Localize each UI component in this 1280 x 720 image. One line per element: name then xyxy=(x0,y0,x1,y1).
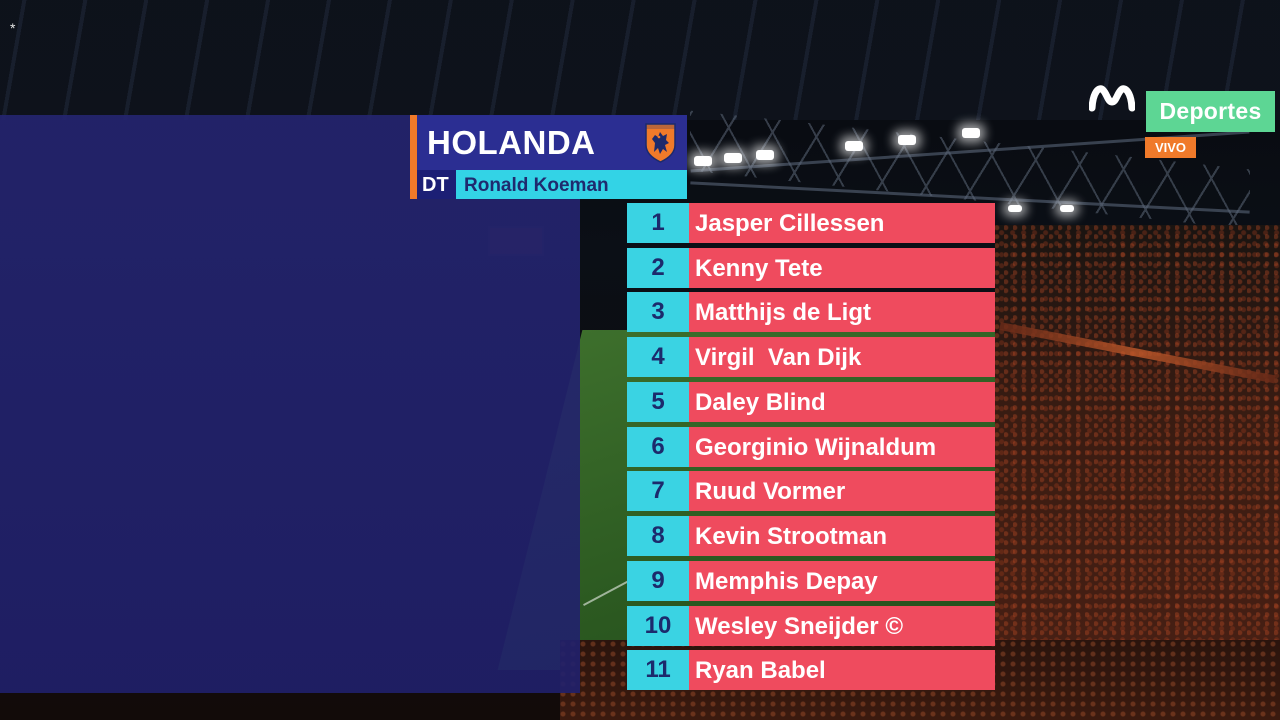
player-name-box: Virgil Van Dijk xyxy=(689,337,995,377)
channel-label: Deportes xyxy=(1146,91,1275,132)
player-name: Daley Blind xyxy=(695,389,826,416)
player-name: Virgil Van Dijk xyxy=(695,344,862,371)
floodlight xyxy=(1060,205,1074,212)
player-number: 1 xyxy=(627,203,689,243)
team-header xyxy=(417,115,687,170)
player-number: 9 xyxy=(627,561,689,601)
player-number: 11 xyxy=(627,650,689,690)
player-name-box: Jasper Cillessen xyxy=(689,203,995,243)
player-name-box: Daley Blind xyxy=(689,382,995,422)
player-name-box: Wesley Sneijder © xyxy=(689,606,995,646)
player-name: Jasper Cillessen xyxy=(695,210,885,237)
coach-name: Ronald Koeman xyxy=(464,175,609,196)
player-name-box: Ryan Babel xyxy=(689,650,995,690)
player-name: Georginio Wijnaldum xyxy=(695,434,937,461)
team-name: HOLANDA xyxy=(427,124,596,161)
player-row: 6 Georginio Wijnaldum xyxy=(627,427,995,467)
player-row: 3 Matthijs de Ligt xyxy=(627,292,995,332)
player-name: Ryan Babel xyxy=(695,657,826,684)
player-row: 2 Kenny Tete xyxy=(627,248,995,288)
player-name-box: Ruud Vormer xyxy=(689,471,995,511)
player-row: 5 Daley Blind xyxy=(627,382,995,422)
player-name: Memphis Depay xyxy=(695,568,878,595)
player-name-box: Kenny Tete xyxy=(689,248,995,288)
player-row: 10 Wesley Sneijder © xyxy=(627,606,995,646)
coach-name-box xyxy=(456,170,687,199)
player-number: 7 xyxy=(627,471,689,511)
player-name: Wesley Sneijder © xyxy=(695,613,903,640)
floodlight xyxy=(1008,205,1022,212)
player-number: 3 xyxy=(627,292,689,332)
floodlight xyxy=(694,156,712,166)
movistar-m-icon xyxy=(1089,85,1135,112)
floodlight xyxy=(962,128,980,138)
player-name-box: Kevin Strootman xyxy=(689,516,995,556)
floodlight xyxy=(756,150,774,160)
player-number: 4 xyxy=(627,337,689,377)
lion-crest-icon xyxy=(645,123,676,163)
coach-prefix: DT xyxy=(422,174,449,196)
player-name-box: Memphis Depay xyxy=(689,561,995,601)
player-row: 9 Memphis Depay xyxy=(627,561,995,601)
player-name-box: Georginio Wijnaldum xyxy=(689,427,995,467)
player-name: Kevin Strootman xyxy=(695,523,888,550)
player-row: 8 Kevin Strootman xyxy=(627,516,995,556)
player-name-box: Matthijs de Ligt xyxy=(689,292,995,332)
player-number: 10 xyxy=(627,606,689,646)
lineup-backdrop-panel xyxy=(0,115,580,693)
player-row: 1 Jasper Cillessen xyxy=(627,203,995,243)
stadium-roof xyxy=(0,0,1280,120)
player-name: Ruud Vormer xyxy=(695,478,846,505)
floodlight xyxy=(898,135,916,145)
player-number: 6 xyxy=(627,427,689,467)
crowd-stand xyxy=(995,225,1280,720)
player-name: Kenny Tete xyxy=(695,255,823,282)
floodlight xyxy=(845,141,863,151)
player-row: 4 Virgil Van Dijk xyxy=(627,337,995,377)
player-number: 5 xyxy=(627,382,689,422)
player-row: 11 Ryan Babel xyxy=(627,650,995,690)
live-badge: VIVO xyxy=(1145,137,1196,158)
player-number: 2 xyxy=(627,248,689,288)
overlay-marker: * xyxy=(10,20,16,36)
player-number: 8 xyxy=(627,516,689,556)
floodlight xyxy=(724,153,742,163)
player-name: Matthijs de Ligt xyxy=(695,299,871,326)
player-row: 7 Ruud Vormer xyxy=(627,471,995,511)
team-accent-bar xyxy=(410,115,417,199)
